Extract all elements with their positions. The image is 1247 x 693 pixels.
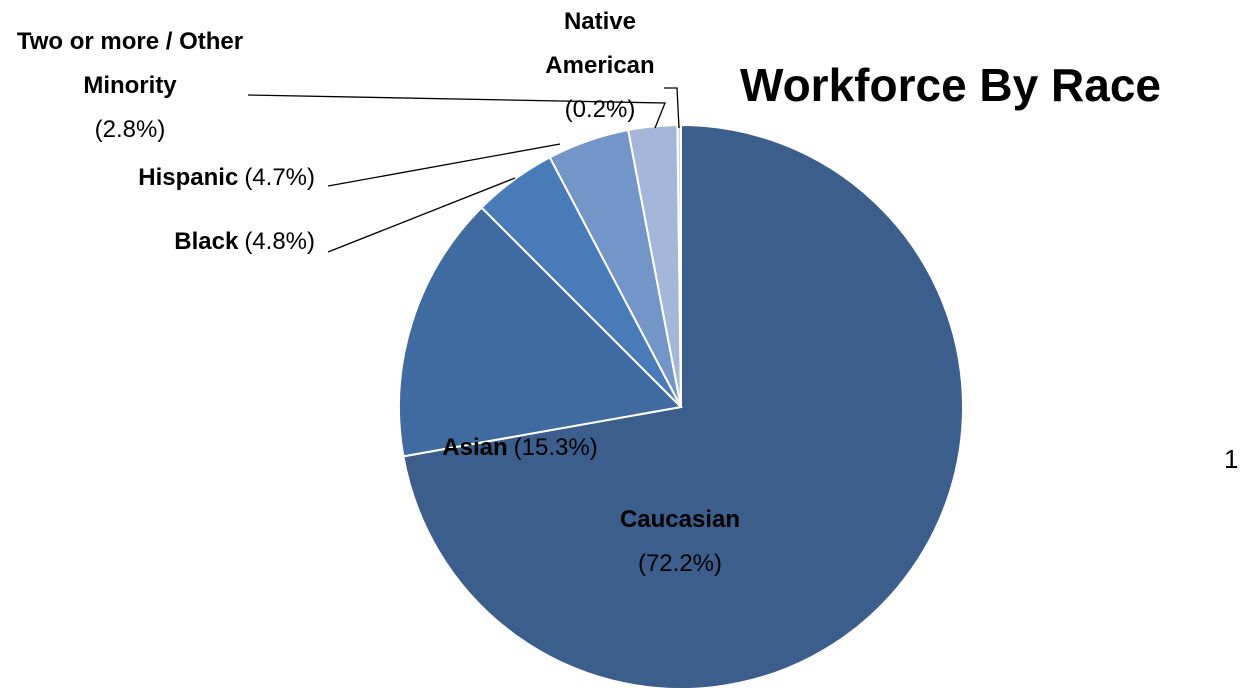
category-name: Black xyxy=(174,228,239,255)
category-name: Caucasian xyxy=(619,506,741,533)
pie-slice xyxy=(402,123,964,690)
value-label: (4.8%) xyxy=(244,228,315,255)
category-name: Native American xyxy=(545,8,655,79)
data-label: Two or more / Other Minority (2.8%) xyxy=(10,20,250,152)
data-label: Native American (0.2%) xyxy=(535,0,665,132)
data-label: Asian (15.3%) xyxy=(400,426,640,470)
data-label: Hispanic (4.7%) xyxy=(20,156,315,200)
value-label: (0.2%) xyxy=(564,96,636,123)
category-name: Hispanic xyxy=(138,164,239,191)
value-label: (15.3%) xyxy=(513,434,598,461)
leader-lines xyxy=(247,87,680,253)
data-label: Black (4.8%) xyxy=(60,220,315,264)
leader-line xyxy=(664,87,680,129)
data-label: Caucasian (72.2%) xyxy=(580,498,780,586)
leader-line xyxy=(327,177,516,253)
category-name: Two or more / Other Minority xyxy=(16,28,244,99)
leader-line xyxy=(247,94,666,129)
page-number: 1 xyxy=(1224,444,1239,474)
category-name: Asian xyxy=(442,434,508,461)
chart-title: Workforce By Race xyxy=(740,59,1161,111)
value-label: (72.2%) xyxy=(637,550,723,577)
pie-slice xyxy=(398,206,684,458)
value-label: (4.7%) xyxy=(244,164,315,191)
leader-line xyxy=(327,143,561,187)
value-label: (2.8%) xyxy=(94,116,166,143)
